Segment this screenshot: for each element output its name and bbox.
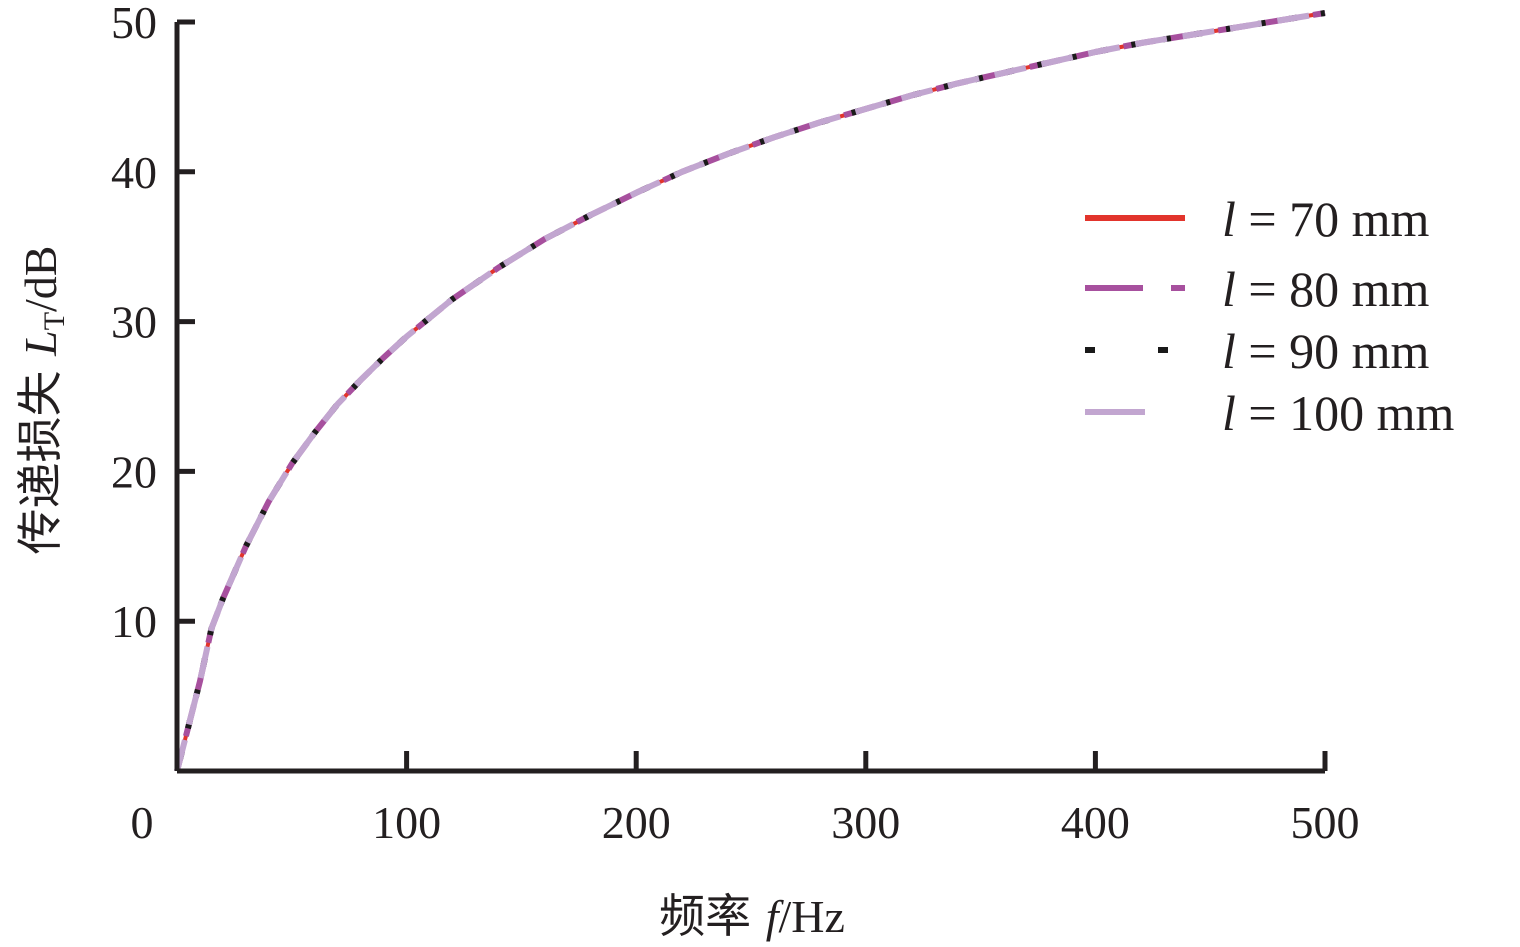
x-axis-title-prefix: 频率 bbox=[659, 889, 766, 943]
x-tick-label: 300 bbox=[831, 797, 900, 848]
x-axis-title: 频率 f/Hz bbox=[659, 889, 845, 943]
legend-label: l = 90 mm bbox=[1222, 323, 1429, 379]
series-line-2 bbox=[174, 10, 1326, 772]
legend-label: l = 70 mm bbox=[1222, 191, 1429, 247]
legend-label: l = 80 mm bbox=[1222, 261, 1429, 317]
x-axis-title-unit: /Hz bbox=[778, 891, 844, 942]
y-tick-label: 50 bbox=[111, 0, 157, 48]
x-tick-label: 0 bbox=[131, 797, 154, 848]
y-tick-label: 30 bbox=[111, 297, 157, 348]
series-line-4 bbox=[174, 10, 1326, 772]
y-axis-title-subscript: T bbox=[38, 312, 71, 330]
y-axis-title-prefix: 传递损失 bbox=[13, 356, 67, 555]
y-tick-label: 40 bbox=[111, 147, 157, 198]
x-tick-label: 500 bbox=[1291, 797, 1360, 848]
y-axis-title-unit: /dB bbox=[15, 245, 66, 311]
axes bbox=[174, 22, 1325, 774]
x-tick-label: 100 bbox=[372, 797, 441, 848]
x-tick-label: 400 bbox=[1061, 797, 1130, 848]
axis-ticks: 0 100 200 300 400 500 10 20 30 40 50 bbox=[111, 0, 1360, 848]
x-tick-label: 200 bbox=[602, 797, 671, 848]
y-axis-title: 传递损失 LT/dB bbox=[13, 245, 71, 554]
legend-label: l = 100 mm bbox=[1222, 385, 1454, 441]
y-axis-title-variable: L bbox=[15, 330, 66, 357]
legend: l = 70 mm l = 80 mm l = 90 mm l = 100 mm bbox=[1085, 191, 1454, 441]
plot-series bbox=[174, 10, 1326, 772]
y-tick-label: 10 bbox=[111, 596, 157, 647]
y-tick-label: 20 bbox=[111, 446, 157, 497]
